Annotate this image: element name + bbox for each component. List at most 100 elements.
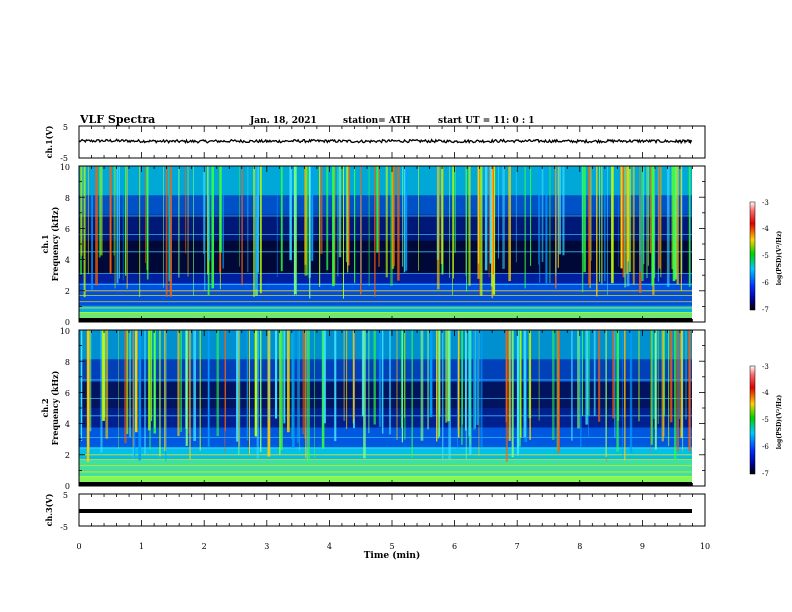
- spectrogram-sferic: [453, 166, 454, 279]
- spectrogram-sferic: [253, 166, 255, 297]
- spectrogram-sferic: [287, 330, 290, 433]
- ch3-ytick-bottom: -5: [60, 523, 68, 532]
- spectrogram-sferic: [599, 166, 600, 282]
- spectrogram-sferic: [588, 166, 591, 286]
- spectrogram-band: [79, 385, 692, 389]
- spectrogram-sferic: [529, 330, 531, 440]
- start-time-label: start UT = 11: 0 : 1: [438, 116, 535, 126]
- spectrogram-sferic: [382, 330, 384, 434]
- spectrogram-sferic: [670, 330, 673, 423]
- spectrogram-sferic: [557, 330, 560, 453]
- spectrogram-sferic: [168, 166, 170, 282]
- spectrogram-band: [79, 356, 692, 360]
- spectrogram-sferic: [307, 330, 310, 463]
- figure-title: VLF Spectra: [79, 113, 155, 126]
- spectrogram-sferic: [688, 330, 691, 452]
- spectrogram-sferic: [604, 166, 606, 282]
- x-tick-label: 9: [640, 542, 645, 551]
- spectrogram-sferic: [255, 166, 258, 290]
- spectrogram-band: [79, 414, 692, 419]
- spectrogram-sferic: [378, 166, 380, 267]
- spectrogram-sferic: [283, 330, 285, 421]
- spectrogram-sferic: [154, 330, 156, 428]
- spectrogram-sferic: [556, 330, 559, 451]
- ch3-ylabel: ch.3(V): [44, 493, 54, 526]
- spectrogram-sferic: [314, 330, 315, 458]
- spectrogram-sferic: [649, 166, 652, 254]
- spectrogram-band: [79, 343, 692, 347]
- spectrogram-band: [79, 218, 692, 222]
- spectrogram-sferic: [616, 330, 619, 452]
- spectrogram-floor: [79, 318, 692, 322]
- spectrogram-sferic: [672, 166, 676, 282]
- x-tick-label: 5: [389, 542, 394, 551]
- spectrogram-band: [79, 469, 692, 474]
- spec1-ytick-2: 2: [65, 287, 70, 296]
- spectrogram-sferic: [374, 166, 376, 297]
- x-tick-label: 8: [577, 542, 582, 551]
- spectrogram-sferic: [334, 330, 337, 442]
- spectrogram-sferic: [332, 166, 335, 287]
- spectrogram-sferic: [626, 166, 628, 274]
- spectrogram-sferic: [307, 330, 308, 461]
- cb2-tick-minus5: -5: [762, 416, 769, 424]
- spectrogram-sferic: [239, 330, 241, 448]
- spectrogram-band: [79, 453, 692, 458]
- spectrogram-sferic: [185, 330, 188, 446]
- spectrogram-sferic: [405, 166, 408, 271]
- spectrogram-sferic: [403, 166, 406, 273]
- spectrogram-sferic: [420, 330, 424, 441]
- spectrogram-sferic: [650, 330, 651, 454]
- spectrogram-sferic: [236, 330, 239, 442]
- spectrogram-sferic: [118, 330, 119, 449]
- spec1-ylabel-frequency: Frequency (kHz): [50, 206, 60, 281]
- spectrogram-sferic: [447, 330, 450, 422]
- x-axis-label: Time (min): [364, 550, 421, 561]
- spectrogram-sferic: [289, 166, 292, 261]
- spectrogram-sferic: [658, 166, 661, 269]
- spectrogram-sferic: [159, 330, 161, 457]
- spectrogram-band: [79, 408, 692, 412]
- spectrogram-band: [79, 182, 692, 186]
- spectrogram-sferic: [100, 166, 103, 256]
- spectrogram-band: [79, 201, 692, 206]
- spectrogram-sferic: [89, 330, 92, 432]
- spectrogram-band: [79, 169, 692, 173]
- spectrogram-sferic: [353, 330, 355, 419]
- spectrogram-sferic: [95, 166, 98, 286]
- spectrogram-band: [79, 166, 692, 170]
- spectrogram-sferic: [98, 166, 101, 258]
- ch1-ytick-bottom: -5: [60, 154, 68, 163]
- spectrogram-sferic: [476, 330, 479, 425]
- spectrogram-sferic: [600, 166, 603, 284]
- spectrogram-sferic: [146, 166, 149, 280]
- spectrogram-sferic: [607, 166, 608, 296]
- spectrogram-sferic: [169, 166, 172, 297]
- spectrogram-sferic: [520, 330, 522, 438]
- spectrogram-band: [79, 250, 692, 255]
- spectrogram-floor: [79, 482, 692, 486]
- spectrogram-band: [79, 398, 692, 402]
- ch1-spectrogram-image: [79, 166, 692, 323]
- spectrogram-sferic: [524, 166, 526, 289]
- spectrogram-sferic: [309, 166, 311, 299]
- spectrogram-sferic: [590, 166, 592, 261]
- spectrogram-sferic: [87, 330, 90, 452]
- spectrogram-band: [79, 240, 692, 245]
- spectrogram-sferic: [674, 330, 677, 461]
- spectrogram-sferic: [596, 166, 598, 297]
- spectrogram-sferic: [628, 166, 632, 273]
- spec2-ytick-0: 0: [65, 482, 70, 491]
- spectrogram-band: [79, 286, 692, 290]
- spectrogram-sferic: [124, 330, 127, 444]
- x-tick-label: 4: [327, 542, 332, 551]
- spectrogram-sferic: [440, 166, 444, 264]
- spectrogram-sferic: [583, 166, 586, 273]
- spectrogram-band: [79, 253, 692, 258]
- spectrogram-sferic: [598, 330, 601, 422]
- spectrogram-sferic: [629, 330, 633, 453]
- colorbar-ch2: -3 -4 -5 -6 -7 log(PSD)(V²/Hz): [749, 363, 783, 478]
- spectrogram-sferic: [643, 166, 645, 265]
- spectrogram-sferic: [100, 330, 103, 453]
